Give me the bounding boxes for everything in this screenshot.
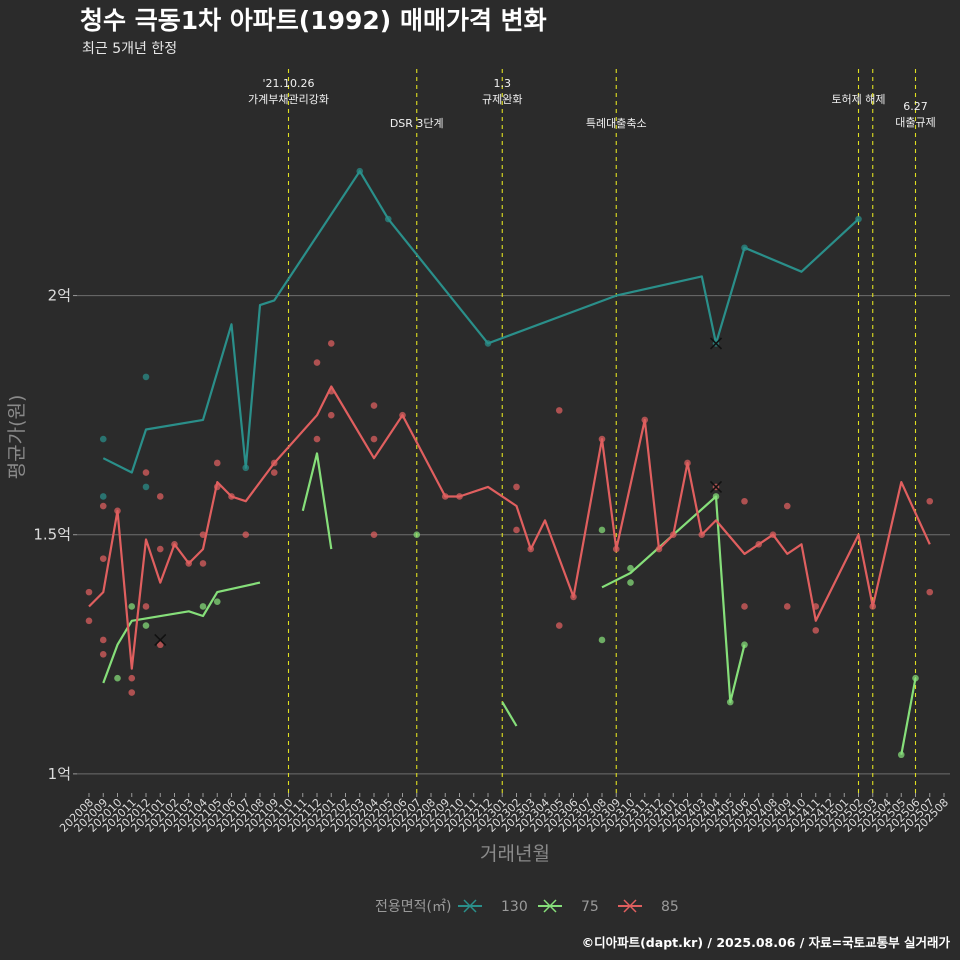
data-point [370,402,378,409]
series-85 [85,340,934,696]
x-axis: 2020082020092020102020112020122021012021… [57,793,951,835]
legend-swatch-marker [623,899,637,913]
data-point [812,627,820,634]
data-point [598,526,606,534]
data-point [513,483,520,491]
event-label: 규제완화 [482,93,522,106]
data-point [741,603,748,610]
cancelled-marker [709,480,723,493]
data-point [85,588,93,596]
cancelled-marker [709,337,723,350]
data-point [156,493,164,500]
data-point [741,497,748,505]
series-130 [99,167,862,500]
event-label: 가계부채관리강화 [248,93,329,106]
event-label: '21.10.26 [262,77,314,90]
data-point [142,483,150,491]
data-point [142,469,150,476]
data-point [270,469,278,476]
data-point [598,636,606,644]
legend-items: 130 75 85 [458,899,679,915]
chart-subtitle: 최근 5개년 한정 [82,41,177,57]
series-line [88,385,931,670]
legend: 전용면적(㎡) 130 75 85 [375,899,679,915]
data-point [313,359,321,366]
legend-item: 75 [538,899,599,915]
y-tick-label: 1.5억 [33,526,71,544]
legend-item: 85 [618,899,679,915]
event-label: 6.27 [903,100,928,113]
series-line [501,701,518,727]
chart-caption: ©디아파트(dapt.kr) / 2025.08.06 / 자료=국토교통부 실… [582,935,951,950]
cancelled-marker [154,633,167,647]
data-point [897,751,905,759]
data-point [99,555,107,562]
legend-label: 75 [581,899,599,915]
series-line [900,677,917,755]
data-point [926,497,934,505]
data-point [555,622,563,629]
data-point [370,435,378,443]
event-label: 대출규제 [895,116,935,129]
data-point [99,636,107,644]
data-point [99,502,107,510]
data-point [199,560,207,567]
series-line [601,495,746,704]
data-point [213,459,221,467]
data-point [128,674,136,682]
event-label: 특례대출축소 [586,117,647,130]
data-point [513,526,520,534]
y-axis-title: 평균가(원) [6,395,28,480]
y-tick-label: 2억 [48,287,71,305]
data-point [156,545,164,553]
data-point [327,411,335,419]
data-point [627,564,634,572]
x-axis-title: 거래년월 [480,843,550,865]
data-point [555,407,563,414]
event-label: DSR 3단계 [390,117,444,130]
y-axis: 1억 1.5억 2억 [33,287,77,783]
series-line [102,170,860,474]
data-point [627,579,634,586]
event-label: 1.3 [494,77,512,90]
data-point [99,435,107,443]
data-point [128,689,136,696]
legend-label: 85 [661,899,679,915]
data-point [199,603,207,610]
data-point [783,502,791,510]
legend-swatch-marker [543,899,557,913]
data-point [783,603,791,610]
data-point [327,340,335,347]
data-point [128,603,136,610]
data-point [370,531,378,539]
event-label: 토허제 해제 [831,92,885,106]
data-point [213,598,221,605]
chart-title: 청수 극동1차 아파트(1992) 매매가격 변화 [80,6,547,35]
data-point [926,588,934,596]
series-75 [102,452,919,759]
legend-item: 130 [458,899,528,915]
data-point [142,622,150,629]
data-point [156,641,164,649]
y-tick-label: 1억 [48,765,71,783]
data-point [99,650,107,658]
legend-swatch-marker [463,899,477,913]
data-point [99,493,107,500]
legend-title: 전용면적(㎡) [375,899,451,915]
data-point [85,617,93,625]
data-point [313,435,321,443]
data-point [413,531,421,539]
data-point [242,531,250,539]
data-point [142,373,150,381]
series-line [301,452,333,550]
data-point [114,674,121,682]
legend-label: 130 [501,899,528,915]
series-line [102,581,261,684]
grid-layer [77,295,950,775]
data-point [142,603,150,610]
series-layer [85,167,934,759]
